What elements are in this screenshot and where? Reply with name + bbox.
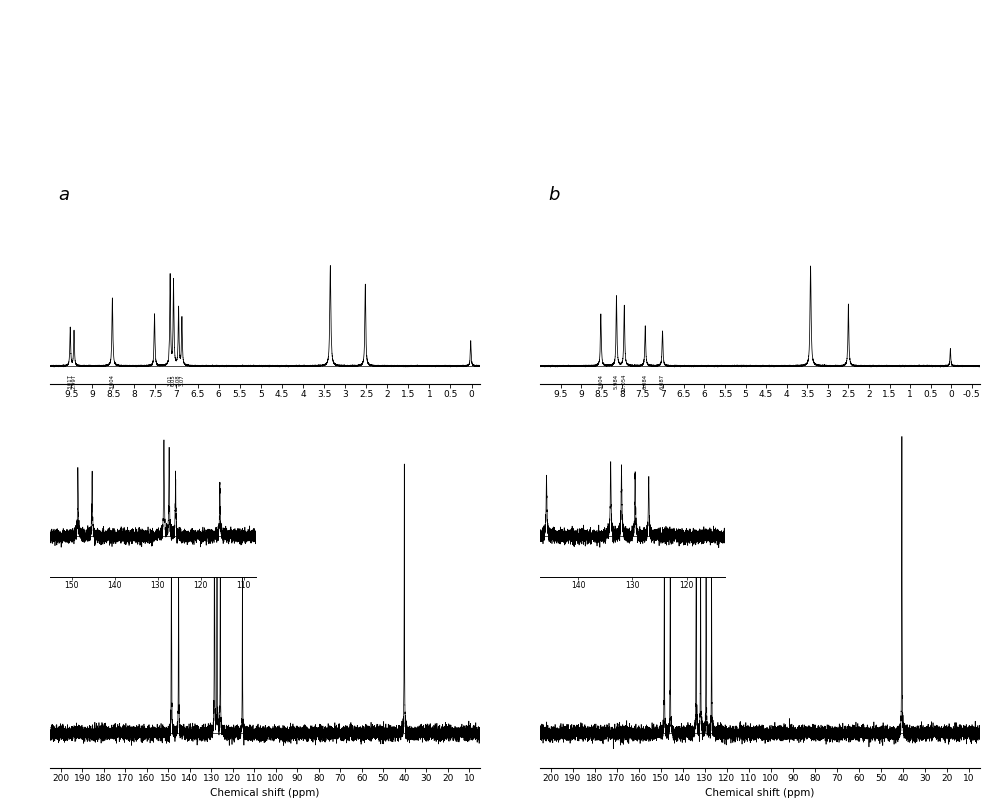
Text: 3.004: 3.004 [598, 374, 603, 389]
Text: d: d [549, 552, 560, 570]
X-axis label: Chemical shift (ppm): Chemical shift (ppm) [210, 788, 320, 798]
Text: b: b [549, 186, 560, 204]
Text: 6.084: 6.084 [643, 374, 648, 389]
Text: 3.07: 3.07 [179, 374, 184, 386]
Text: 6.05: 6.05 [171, 374, 176, 386]
Text: 6.087: 6.087 [660, 374, 665, 389]
X-axis label: Chemical shift (ppm): Chemical shift (ppm) [210, 404, 320, 414]
X-axis label: Chemical shift (ppm): Chemical shift (ppm) [705, 404, 815, 414]
Text: 3.08: 3.08 [176, 374, 181, 386]
Text: 12.054: 12.054 [622, 374, 627, 393]
Text: c: c [59, 489, 68, 507]
Text: 3.004: 3.004 [110, 374, 115, 389]
Text: a: a [59, 186, 70, 204]
Text: 5.984: 5.984 [614, 374, 619, 389]
X-axis label: Chemical shift (ppm): Chemical shift (ppm) [705, 788, 815, 798]
Text: 3.01: 3.01 [168, 374, 173, 386]
Text: 3.01T: 3.01T [68, 374, 73, 389]
Text: 2.99T: 2.99T [72, 374, 77, 389]
